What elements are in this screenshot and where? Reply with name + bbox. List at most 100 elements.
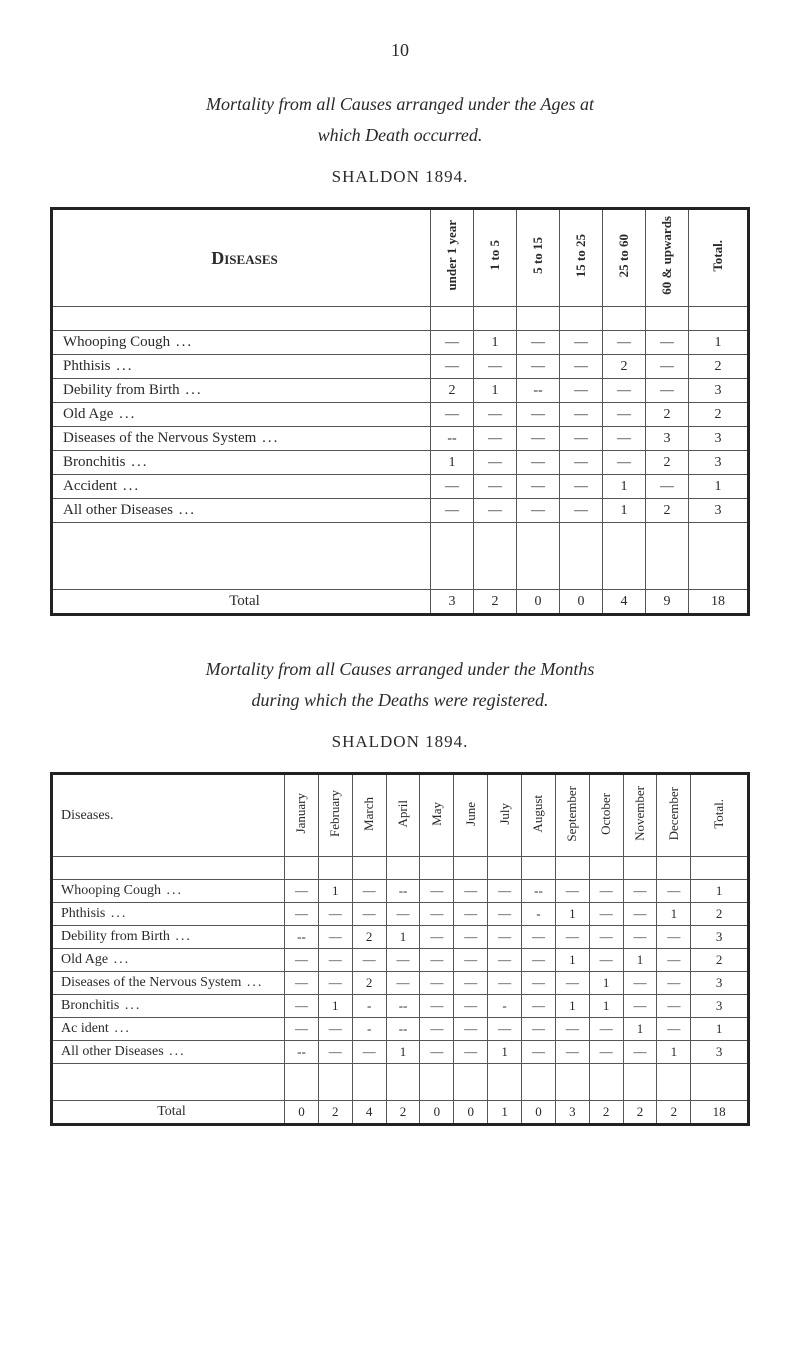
spacer-cell — [52, 857, 285, 880]
mortality-by-age-table: Diseases under 1 year 1 to 5 5 to 15 15 … — [50, 207, 750, 616]
value-cell: — — [318, 1041, 352, 1064]
age-header-2: 5 to 15 — [517, 209, 560, 307]
total-row: Total02420010322218 — [52, 1101, 749, 1125]
value-cell: — — [560, 427, 603, 451]
table-row: Debility from Birth ...21--———3 — [52, 379, 749, 403]
value-cell: — — [318, 903, 352, 926]
value-cell: — — [555, 880, 589, 903]
disease-name: Whooping Cough ... — [52, 880, 285, 903]
disease-name: Debility from Birth ... — [52, 379, 431, 403]
spacer-cell — [454, 857, 488, 880]
value-cell: 1 — [657, 903, 691, 926]
value-cell: - — [488, 995, 522, 1018]
month-header-4: May — [420, 774, 454, 857]
value-cell: — — [555, 972, 589, 995]
disease-name: Phthisis ... — [52, 355, 431, 379]
value-cell: 1 — [555, 949, 589, 972]
spacer-cell — [420, 857, 454, 880]
value-cell: — — [623, 903, 657, 926]
value-cell: — — [589, 949, 623, 972]
value-cell: — — [623, 1041, 657, 1064]
spacer-cell — [52, 1064, 285, 1101]
value-cell: — — [285, 972, 319, 995]
total-value: 2 — [474, 590, 517, 615]
total-value: 2 — [623, 1101, 657, 1125]
table-row: All other Diseases ...————123 — [52, 499, 749, 523]
value-cell: — — [555, 926, 589, 949]
row-total: 3 — [689, 499, 749, 523]
spacer-cell — [474, 523, 517, 590]
value-cell: 2 — [646, 403, 689, 427]
row-total: 3 — [691, 926, 749, 949]
age-header-1: 1 to 5 — [474, 209, 517, 307]
value-cell: — — [386, 903, 420, 926]
value-cell: — — [646, 331, 689, 355]
value-cell: 1 — [318, 880, 352, 903]
spacer-cell — [603, 523, 646, 590]
spacer-cell — [689, 523, 749, 590]
disease-name: Whooping Cough ... — [52, 331, 431, 355]
value-cell: — — [318, 926, 352, 949]
row-total: 3 — [689, 379, 749, 403]
value-cell: — — [560, 403, 603, 427]
age-header-0: under 1 year — [431, 209, 474, 307]
spacer-cell — [646, 307, 689, 331]
value-cell: — — [454, 926, 488, 949]
row-total: 2 — [689, 403, 749, 427]
row-total: 2 — [691, 903, 749, 926]
value-cell: — — [589, 1018, 623, 1041]
value-cell: — — [285, 949, 319, 972]
value-cell: — — [522, 995, 556, 1018]
value-cell: — — [420, 972, 454, 995]
value-cell: — — [352, 903, 386, 926]
value-cell: — — [285, 995, 319, 1018]
value-cell: — — [646, 355, 689, 379]
total-label: Total — [52, 590, 431, 615]
value-cell: 1 — [603, 499, 646, 523]
spacer-cell — [517, 307, 560, 331]
spacer-cell — [646, 523, 689, 590]
value-cell: — — [420, 995, 454, 1018]
spacer-cell — [522, 1064, 556, 1101]
row-total: 3 — [691, 995, 749, 1018]
spacer-cell — [657, 1064, 691, 1101]
heading1-line1: Mortality from all Causes arranged under… — [50, 91, 750, 118]
value-cell: — — [431, 331, 474, 355]
value-cell: — — [555, 1018, 589, 1041]
value-cell: — — [431, 355, 474, 379]
value-cell: — — [488, 972, 522, 995]
spacer-cell — [386, 857, 420, 880]
value-cell: 2 — [603, 355, 646, 379]
disease-name: Diseases of the Nervous System ... — [52, 972, 285, 995]
row-total: 1 — [689, 475, 749, 499]
disease-name: All other Diseases ... — [52, 1041, 285, 1064]
value-cell: — — [522, 1018, 556, 1041]
diseases-header-2: Diseases. — [52, 774, 285, 857]
value-cell: — — [603, 427, 646, 451]
spacer-cell — [488, 1064, 522, 1101]
value-cell: — — [431, 499, 474, 523]
row-total: 1 — [691, 880, 749, 903]
value-cell: — — [431, 403, 474, 427]
spacer-cell — [454, 1064, 488, 1101]
total-value: 1 — [488, 1101, 522, 1125]
value-cell: — — [420, 926, 454, 949]
value-cell: 1 — [589, 972, 623, 995]
value-cell: -- — [386, 1018, 420, 1041]
page-number: 10 — [50, 40, 750, 61]
spacer-cell — [560, 523, 603, 590]
spacer-cell — [689, 307, 749, 331]
age-header-3: 15 to 25 — [560, 209, 603, 307]
value-cell: — — [657, 1018, 691, 1041]
spacer-cell — [352, 857, 386, 880]
value-cell: 2 — [352, 926, 386, 949]
total-value: 4 — [352, 1101, 386, 1125]
diseases-header: Diseases — [52, 209, 431, 307]
value-cell: — — [318, 949, 352, 972]
value-cell: — — [352, 949, 386, 972]
table-row: Whooping Cough ...—1————1 — [52, 331, 749, 355]
value-cell: — — [454, 1041, 488, 1064]
spacer-cell — [623, 857, 657, 880]
disease-name: All other Diseases ... — [52, 499, 431, 523]
value-cell: 2 — [646, 451, 689, 475]
